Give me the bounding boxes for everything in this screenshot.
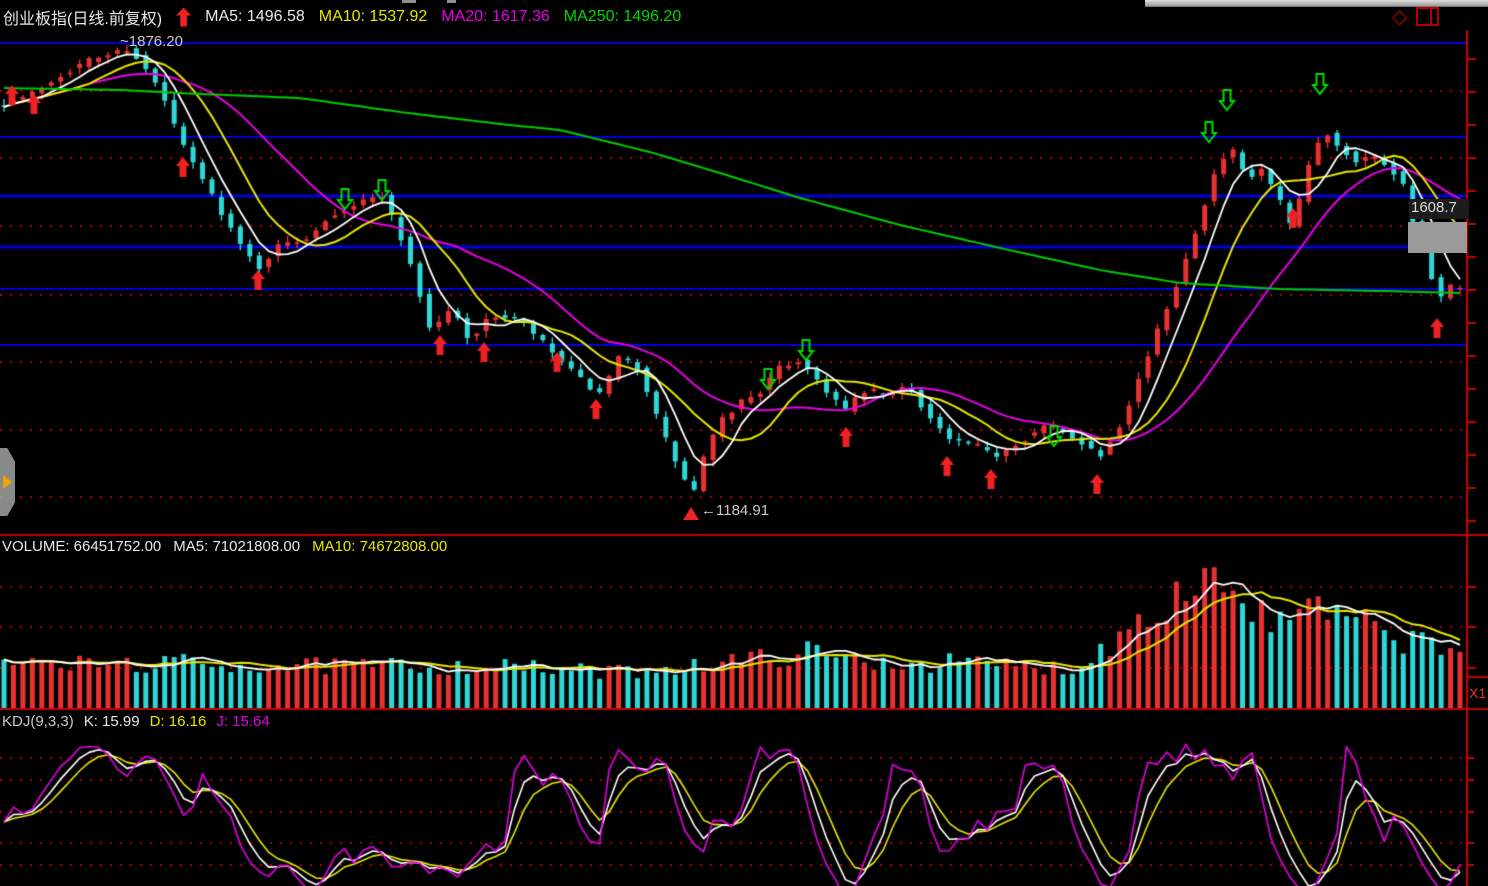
buy-signal-icon xyxy=(176,7,192,27)
kdj-panel-header: KDJ(9,3,3) K: 15.99 D: 16.16 J: 15.64 xyxy=(2,713,270,730)
top-edge-tab xyxy=(402,0,416,3)
ma5-readout: MA5: 1496.58 xyxy=(205,8,305,25)
ma20-readout: MA20: 1617.36 xyxy=(441,8,550,25)
ma10-readout: MA10: 1537.92 xyxy=(318,8,428,25)
expand-arrow-icon xyxy=(3,475,12,489)
kdj-k-readout: K: 15.99 xyxy=(83,713,140,730)
volume-readout: VOLUME: 66451752.00 xyxy=(2,538,162,555)
volume-ma5-readout: MA5: 71021808.00 xyxy=(173,538,301,555)
axis-drag-thumb[interactable] xyxy=(1408,222,1467,253)
main-chart-header: 创业板指(日线.前复权) MA5: 1496.58 MA10: 1537.92 … xyxy=(3,5,681,29)
high-price-annotation: ~1876.20 xyxy=(120,33,183,50)
window-icon[interactable] xyxy=(1416,7,1440,26)
kdj-d-readout: D: 16.16 xyxy=(149,713,207,730)
left-panel-expander[interactable] xyxy=(0,448,15,516)
volume-scale-label: X1 xyxy=(1469,685,1487,701)
kdj-j-readout: J: 15.64 xyxy=(216,713,270,730)
axis-price-label: 1608.7 xyxy=(1409,199,1469,219)
ma250-readout: MA250: 1496.20 xyxy=(563,8,682,25)
low-price-annotation: ←1184.91 xyxy=(701,502,770,519)
top-edge-tab xyxy=(447,0,456,3)
top-window-edge xyxy=(1145,0,1488,7)
kdj-name: KDJ(9,3,3) xyxy=(2,713,74,730)
symbol-title: 创业板指(日线.前复权) xyxy=(3,11,163,28)
low-marker-icon xyxy=(683,507,699,520)
volume-ma10-readout: MA10: 74672808.00 xyxy=(312,538,448,555)
volume-panel-header: VOLUME: 66451752.00 MA5: 71021808.00 MA1… xyxy=(2,538,447,555)
window-icon-split xyxy=(1430,9,1433,24)
diamond-icon[interactable]: ◇ xyxy=(1392,5,1408,28)
header-buttons: ◇ xyxy=(1392,5,1440,28)
